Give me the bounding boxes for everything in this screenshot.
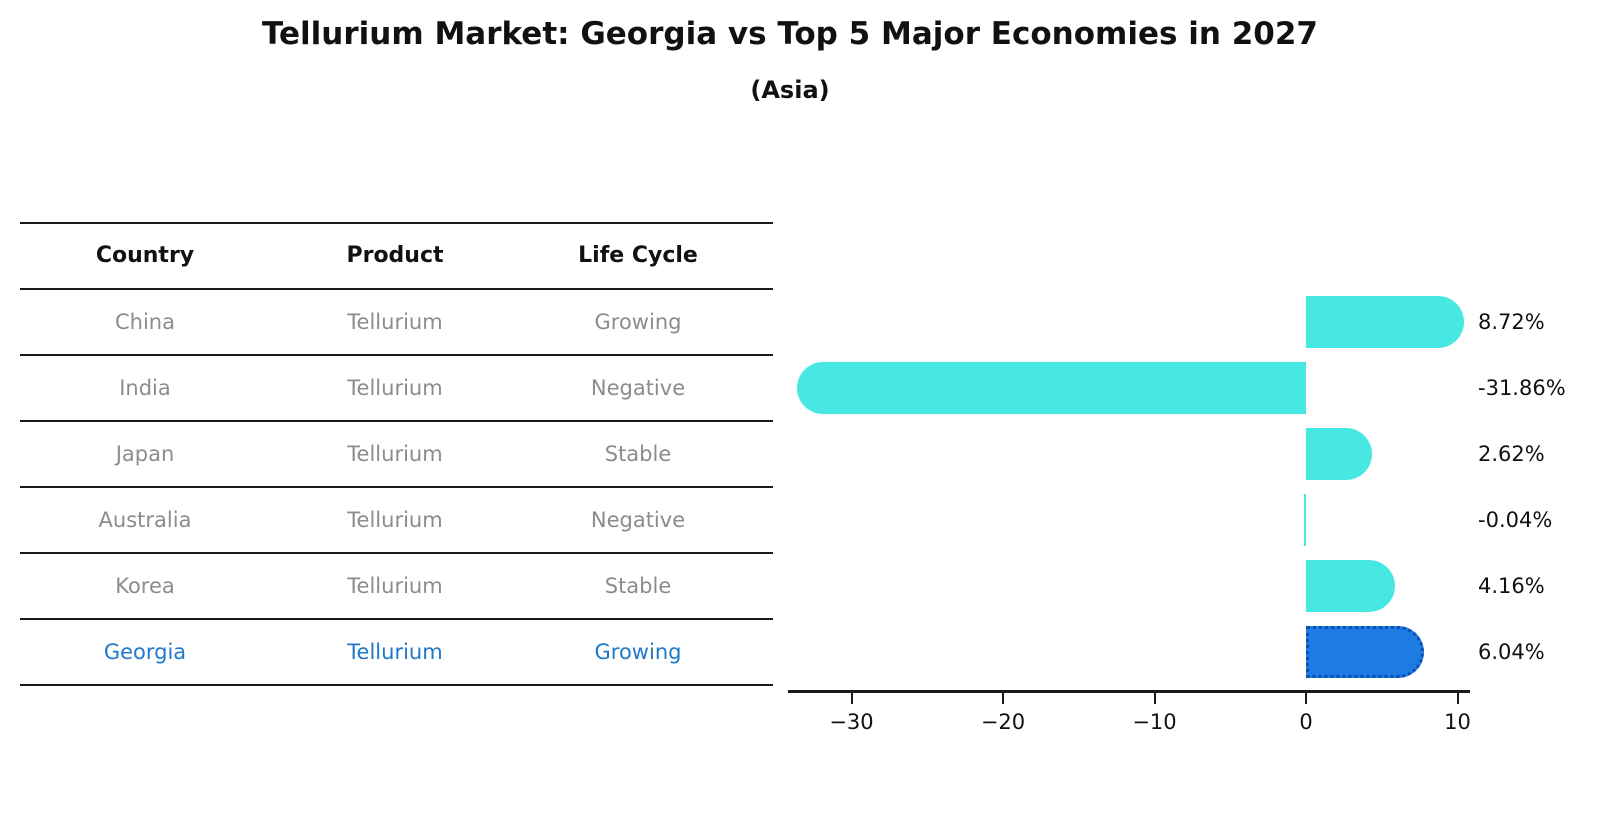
column-header-life-cycle: Life Cycle [578,243,698,268]
cell-country: Georgia [103,640,187,664]
x-tick-label: −10 [1132,710,1177,734]
x-tick-label: 0 [1299,710,1313,734]
cell-country: Australia [98,508,192,532]
x-tick [1153,693,1156,704]
bar-georgia [1306,626,1424,678]
table-header-row: Country Product Life Cycle [20,224,756,290]
bar-japan [1306,428,1372,480]
chart-title: Tellurium Market: Georgia vs Top 5 Major… [262,16,1318,52]
x-tick [1456,693,1459,704]
y-tick [750,288,773,290]
cell-product: Tellurium [347,442,443,466]
y-tick [750,552,773,554]
value-label-india: -31.86% [1478,376,1566,400]
chart-subtitle: (Asia) [750,76,830,104]
column-header-product: Product [346,243,444,268]
y-tick [750,420,773,422]
cell-country: Japan [115,442,175,466]
cell-life-cycle: Negative [590,508,686,532]
comparison-table: Country Product Life Cycle China Telluri… [20,222,756,686]
cell-life-cycle: Stable [604,574,672,598]
y-tick [750,354,773,356]
y-tick [750,222,773,224]
x-tick-label: 10 [1444,710,1471,734]
table-row-australia: Australia Tellurium Negative [20,488,756,554]
cell-life-cycle: Stable [604,442,672,466]
bar-india [797,362,1306,414]
cell-product: Tellurium [347,310,443,334]
x-tick-label: −20 [980,710,1026,734]
bar-korea [1306,560,1396,612]
value-label-australia: -0.04% [1478,508,1553,532]
table-row-china: China Tellurium Growing [20,290,756,356]
table-row-korea: Korea Tellurium Stable [20,554,756,620]
plot-area: 8.72% -31.86% 2.62% -0.04% 4.16% 6.04% −… [750,222,1614,802]
cell-product: Tellurium [347,640,443,664]
x-tick [1002,693,1004,704]
table-row-georgia: Georgia Tellurium Growing [20,620,756,686]
cell-life-cycle: Growing [594,640,682,664]
cell-product: Tellurium [347,508,443,532]
y-tick [750,486,773,488]
cell-country: China [115,310,175,334]
x-axis-line [788,690,1470,693]
column-header-country: Country [95,243,195,268]
value-label-china: 8.72% [1478,310,1545,334]
cell-product: Tellurium [347,574,443,598]
cell-life-cycle: Growing [594,310,682,334]
table-row-japan: Japan Tellurium Stable [20,422,756,488]
x-tick [850,693,853,704]
value-label-japan: 2.62% [1478,442,1545,466]
x-tick [1305,693,1307,704]
cell-country: Korea [115,574,175,598]
y-tick [750,618,773,620]
cell-country: India [119,376,171,400]
x-tick-label: −30 [829,710,874,734]
value-label-georgia: 6.04% [1478,640,1545,664]
value-label-korea: 4.16% [1478,574,1545,598]
y-tick [750,684,773,686]
bar-australia [1304,494,1306,546]
table-row-india: India Tellurium Negative [20,356,756,422]
bar-china [1306,296,1465,348]
cell-life-cycle: Negative [590,376,686,400]
cell-product: Tellurium [347,376,443,400]
